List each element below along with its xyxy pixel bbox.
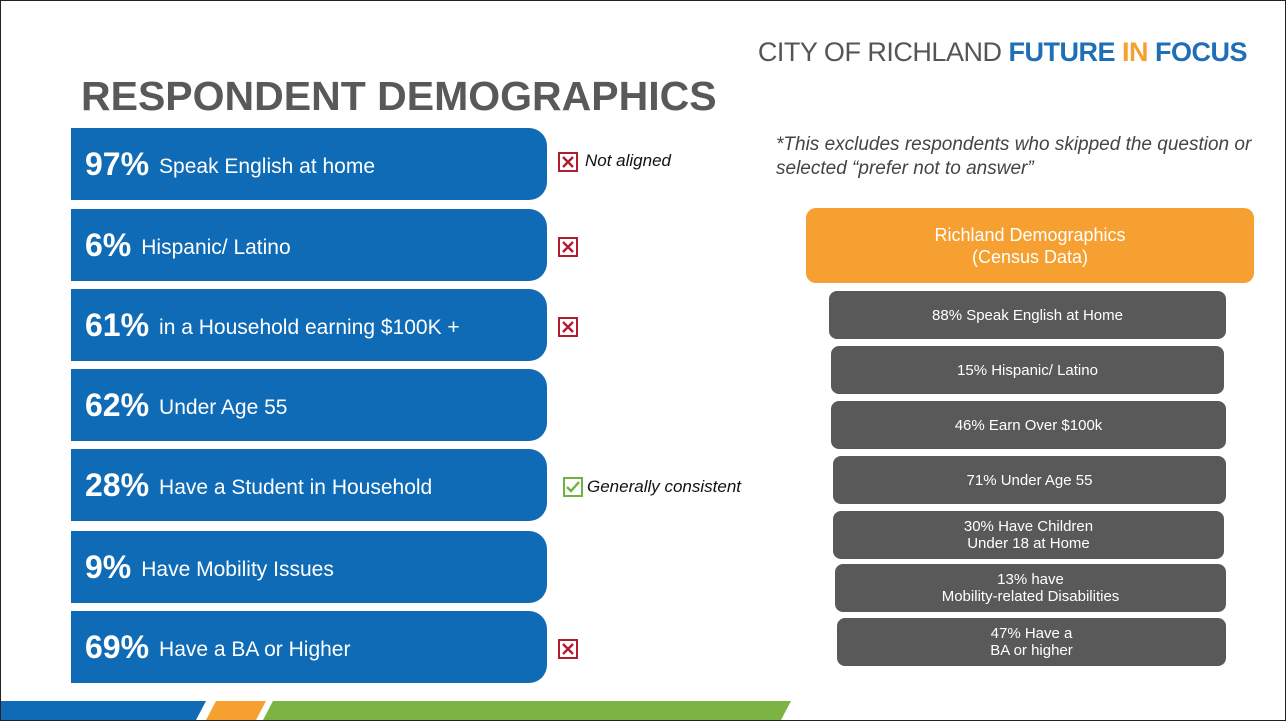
census-item: 71% Under Age 55	[833, 456, 1226, 504]
stat-text: Under Age 55	[159, 396, 288, 419]
title: RESPONDENT DEMOGRAPHICS	[81, 73, 717, 119]
census-heading-line: Richland Demographics	[934, 224, 1126, 245]
status-label: Generally consistent	[587, 477, 742, 496]
stat-row: 6% Hispanic/ Latino	[71, 209, 547, 281]
census-item-line: 47% Have a	[990, 625, 1073, 642]
stat-text: Have Mobility Issues	[141, 558, 334, 581]
stripe-green	[263, 701, 791, 720]
stat-percent: 9%	[85, 548, 132, 585]
not-aligned-icon	[558, 317, 578, 337]
x-mark	[562, 643, 574, 655]
stat-text: Hispanic/ Latino	[141, 236, 291, 259]
census-item: 88% Speak English at Home	[829, 291, 1226, 339]
census-item: 46% Earn Over $100k	[831, 401, 1226, 449]
stat-percent: 6%	[85, 226, 132, 263]
census-item-line: 71% Under Age 55	[966, 471, 1093, 489]
consistent-icon	[563, 477, 583, 497]
not-aligned-icon	[558, 639, 578, 659]
stat-row: 69% Have a BA or Higher	[71, 611, 547, 683]
census-item-line: 30% Have Children	[963, 518, 1094, 535]
stat-row: 61% in a Household earning $100K +	[71, 289, 547, 361]
not-aligned-icon	[558, 237, 578, 257]
stat-text: in a Household earning $100K +	[159, 316, 460, 339]
census-item: 30% Have Children Under 18 at Home	[833, 511, 1224, 559]
stat-row: 9% Have Mobility Issues	[71, 531, 547, 603]
brand: CITY OF RICHLAND FUTURE IN FOCUS	[757, 37, 1248, 68]
stat-percent: 61%	[85, 306, 150, 343]
check-mark	[566, 481, 580, 493]
stripe-blue	[1, 701, 206, 720]
x-mark	[562, 321, 574, 333]
stat-row: 28% Have a Student in Household	[71, 449, 547, 521]
note: *This excludes respondents who skipped t…	[776, 134, 1252, 179]
stat-percent: 28%	[85, 466, 150, 503]
census-item-line: BA or higher	[990, 642, 1073, 659]
status-label: Not aligned	[585, 151, 672, 170]
census-heading-line: (Census Data)	[971, 246, 1089, 267]
census-item-line: Mobility-related Disabilities	[941, 588, 1120, 605]
census-item: 13% have Mobility-related Disabilities	[835, 564, 1226, 612]
census-item: 47% Have a BA or higher	[837, 618, 1226, 666]
census-item-line: 15% Hispanic/ Latino	[957, 361, 1098, 379]
stat-text: Speak English at home	[159, 155, 376, 178]
stat-text: Have a BA or Higher	[159, 638, 351, 661]
stat-row: 62% Under Age 55	[71, 369, 547, 441]
census-heading: Richland Demographics (Census Data)	[806, 208, 1254, 283]
stat-text: Have a Student in Household	[159, 476, 433, 499]
x-mark	[562, 241, 574, 253]
x-mark	[562, 156, 574, 168]
census-item: 15% Hispanic/ Latino	[831, 346, 1224, 394]
census-item-line: 13% have	[997, 571, 1064, 588]
stat-percent: 97%	[85, 145, 150, 182]
stat-percent: 69%	[85, 628, 150, 665]
census-item-line: 46% Earn Over $100k	[954, 416, 1103, 434]
not-aligned-icon	[558, 152, 578, 172]
census-item-line: Under 18 at Home	[967, 535, 1090, 552]
brand-focus: FOCUS	[1155, 37, 1248, 67]
brand-city: CITY OF RICHLAND	[757, 37, 1002, 67]
stat-percent: 62%	[85, 386, 150, 423]
stat-row: 97% Speak English at home	[71, 128, 547, 200]
brand-future: FUTURE	[1008, 37, 1115, 67]
brand-in: IN	[1121, 37, 1149, 67]
census-item-line: 88% Speak English at Home	[932, 306, 1123, 324]
stripe-orange	[206, 701, 266, 720]
